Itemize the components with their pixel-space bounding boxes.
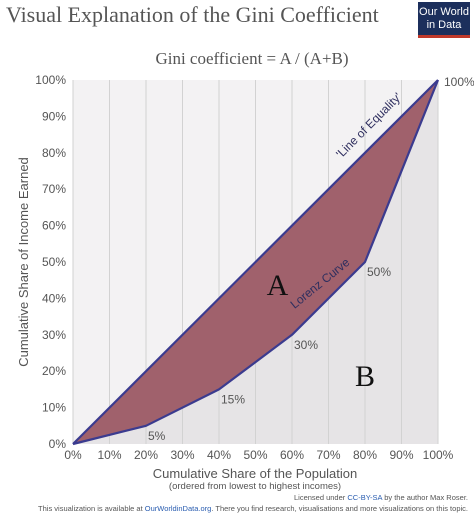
chart-subtitle: Gini coefficient = A / (A+B) bbox=[155, 49, 348, 68]
y-tick-label: 50% bbox=[42, 255, 66, 269]
y-tick-label: 40% bbox=[42, 291, 66, 305]
logo-line-1: Our World bbox=[419, 6, 469, 18]
x-axis-subtitle: (ordered from lowest to highest incomes) bbox=[169, 481, 341, 492]
y-tick-label: 0% bbox=[49, 437, 67, 451]
license-note: Licensed under CC-BY-SA by the author Ma… bbox=[294, 493, 468, 502]
chart-title: Visual Explanation of the Gini Coefficie… bbox=[6, 2, 379, 27]
x-tick-label: 30% bbox=[170, 448, 194, 462]
x-tick-label: 40% bbox=[207, 448, 231, 462]
owid-logo[interactable]: Our World in Data bbox=[418, 2, 470, 38]
y-tick-label: 70% bbox=[42, 182, 66, 196]
x-tick-label: 60% bbox=[280, 448, 304, 462]
y-tick-label: 80% bbox=[42, 146, 66, 160]
point-label: 5% bbox=[148, 429, 166, 443]
x-tick-label: 0% bbox=[64, 448, 82, 462]
y-tick-label: 30% bbox=[42, 328, 66, 342]
x-tick-label: 50% bbox=[243, 448, 267, 462]
lorenz-curve bbox=[72, 79, 440, 446]
x-tick-label: 90% bbox=[389, 448, 413, 462]
point-label: 15% bbox=[221, 392, 245, 406]
area-b bbox=[73, 80, 438, 444]
x-tick-label: 100% bbox=[423, 448, 454, 462]
source-prefix: This visualization is available at bbox=[38, 504, 145, 513]
point-label: 100% bbox=[444, 75, 474, 89]
y-tick-label: 60% bbox=[42, 219, 66, 233]
x-axis-title: Cumulative Share of the Population bbox=[153, 466, 358, 481]
area-b-label: B bbox=[355, 360, 375, 393]
source-note: This visualization is available at OurWo… bbox=[38, 504, 468, 513]
x-tick-label: 80% bbox=[353, 448, 377, 462]
source-link[interactable]: OurWorldinData.org bbox=[144, 504, 212, 513]
license-suffix: by the author Max Roser. bbox=[382, 493, 468, 502]
x-tick-label: 70% bbox=[316, 448, 340, 462]
plot-area: 0% 10% 20% 30% 40% 50% 60% 70% 80% 90% 100% 0% 10% 20… bbox=[35, 73, 474, 462]
logo-line-2: in Data bbox=[426, 19, 462, 31]
line-of-equality bbox=[72, 79, 439, 445]
y-axis-title: Cumulative Share of Income Earned bbox=[16, 157, 31, 367]
point-label: 50% bbox=[367, 265, 391, 279]
area-a-label: A bbox=[267, 269, 289, 302]
y-tick-label: 10% bbox=[42, 401, 66, 415]
y-tick-label: 20% bbox=[42, 364, 66, 378]
point-label: 30% bbox=[294, 338, 318, 352]
y-tick-label: 90% bbox=[42, 109, 66, 123]
source-suffix: . There you find research, visualisation… bbox=[211, 504, 468, 513]
y-tick-label: 100% bbox=[35, 73, 66, 87]
license-prefix: Licensed under bbox=[293, 493, 348, 502]
license-link[interactable]: CC-BY-SA bbox=[347, 493, 383, 502]
x-tick-label: 10% bbox=[97, 448, 121, 462]
x-tick-label: 20% bbox=[134, 448, 158, 462]
